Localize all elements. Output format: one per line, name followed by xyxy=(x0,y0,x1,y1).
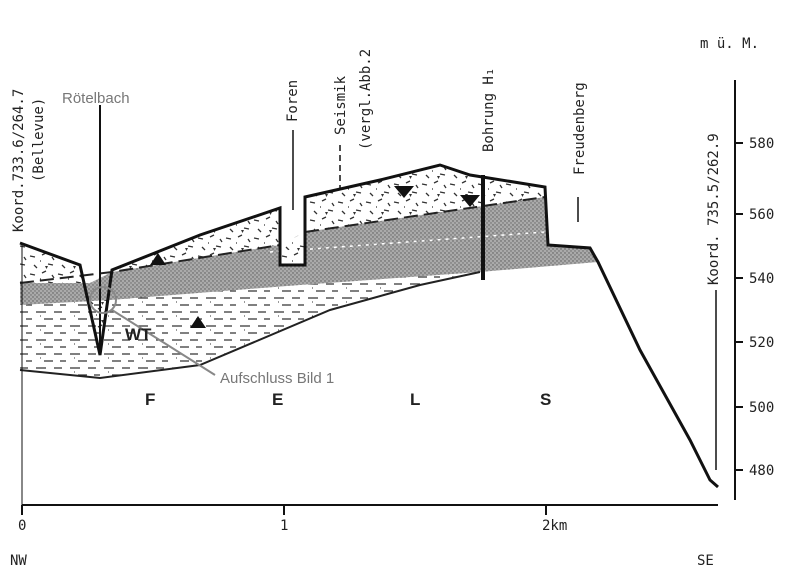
place-label: Bohrung H₁ xyxy=(481,68,497,152)
callout-label: Aufschluss Bild 1 xyxy=(220,370,334,387)
place-label: Foren xyxy=(285,80,301,122)
tick-label: 540 xyxy=(749,271,774,287)
unit-label: m ü. M. xyxy=(700,36,759,52)
tick-label: 500 xyxy=(749,400,774,416)
place-label: (Bellevue) xyxy=(31,98,47,182)
cross-section: 580 560 540 520 500 480 m ü. M. 0 1 2km … xyxy=(0,0,787,569)
tick-label: 2km xyxy=(542,518,567,534)
tick-label: 0 xyxy=(18,518,26,534)
tick-label: 1 xyxy=(280,518,288,534)
tick-label: 560 xyxy=(749,207,774,223)
direction-label: NW xyxy=(10,553,27,569)
geology xyxy=(20,105,718,487)
tick-label: 520 xyxy=(749,335,774,351)
tick-label: 580 xyxy=(749,136,774,152)
zone-label: S xyxy=(540,390,551,409)
coord-label: Koord.733.6/264.7 xyxy=(11,89,27,232)
zone-label: E xyxy=(272,390,283,409)
wt-label: WT xyxy=(125,325,152,344)
place-label: Seismik xyxy=(333,75,349,135)
direction-label: SE xyxy=(697,553,714,569)
reference-label: (vergl.Abb.2 xyxy=(358,49,374,150)
place-label: Freudenberg xyxy=(572,82,588,175)
stream-label: Rötelbach xyxy=(62,90,130,107)
zone-label: L xyxy=(410,390,420,409)
zone-label: F xyxy=(145,390,155,409)
coord-label: Koord. 735.5/262.9 xyxy=(706,133,722,285)
tick-label: 480 xyxy=(749,463,774,479)
